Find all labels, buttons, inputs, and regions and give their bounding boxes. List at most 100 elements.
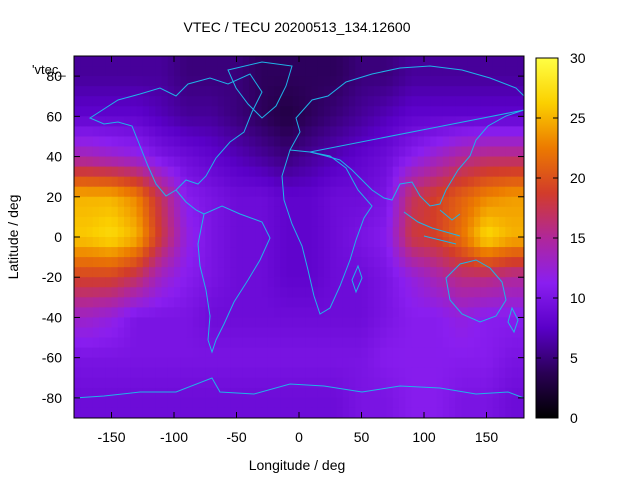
heatmap-cell bbox=[449, 267, 456, 278]
heatmap-cell bbox=[386, 337, 394, 349]
heatmap-cell bbox=[174, 216, 181, 228]
heatmap-cell bbox=[455, 96, 463, 107]
heatmap-cell bbox=[174, 317, 181, 329]
heatmap-cell bbox=[242, 166, 250, 178]
heatmap-cell bbox=[117, 237, 125, 248]
heatmap-cell bbox=[249, 156, 256, 168]
heatmap-cell bbox=[174, 56, 181, 67]
heatmap-cell bbox=[305, 407, 313, 418]
heatmap-cell bbox=[192, 247, 200, 258]
heatmap-cell bbox=[92, 86, 100, 97]
heatmap-cell bbox=[324, 347, 331, 359]
coastline-africa bbox=[281, 149, 373, 315]
heatmap-cell bbox=[105, 166, 113, 178]
heatmap-cell bbox=[86, 146, 94, 158]
heatmap-cell bbox=[336, 116, 344, 127]
heatmap-cell bbox=[80, 257, 88, 268]
heatmap-cell bbox=[224, 216, 231, 228]
heatmap-cell bbox=[367, 377, 375, 389]
heatmap-cell bbox=[355, 146, 363, 158]
heatmap-cell bbox=[99, 136, 106, 148]
heatmap-cell bbox=[180, 357, 188, 369]
heatmap-cell bbox=[474, 237, 481, 248]
heatmap-cell bbox=[399, 317, 406, 329]
heatmap-cell bbox=[499, 367, 506, 379]
heatmap-cell bbox=[367, 237, 375, 248]
heatmap-cell bbox=[367, 76, 375, 87]
heatmap-cell bbox=[442, 156, 450, 168]
heatmap-cell bbox=[405, 337, 413, 349]
heatmap-cell bbox=[311, 347, 319, 359]
y-tick-label: 40 bbox=[46, 149, 62, 165]
heatmap-cell bbox=[274, 317, 281, 329]
heatmap-cell bbox=[380, 186, 388, 198]
heatmap-cell bbox=[411, 267, 419, 278]
heatmap-cell bbox=[355, 337, 363, 349]
heatmap-cell bbox=[330, 116, 338, 127]
coastline-overlay bbox=[74, 61, 524, 418]
heatmap-cell bbox=[330, 407, 338, 418]
heatmap-cell bbox=[317, 56, 325, 67]
heatmap-cell bbox=[105, 287, 113, 298]
heatmap-cell bbox=[267, 237, 275, 248]
heatmap-cell bbox=[130, 407, 138, 418]
heatmap-cell bbox=[280, 56, 288, 67]
heatmap-cell bbox=[442, 56, 450, 67]
heatmap-cell bbox=[480, 176, 488, 188]
heatmap-cell bbox=[449, 307, 456, 319]
heatmap-cell bbox=[442, 287, 450, 298]
heatmap-cell bbox=[355, 76, 363, 87]
heatmap-cell bbox=[392, 247, 400, 258]
heatmap-cell bbox=[499, 56, 506, 67]
heatmap-cell bbox=[161, 146, 169, 158]
heatmap-cell bbox=[305, 186, 313, 198]
heatmap-cell bbox=[511, 166, 519, 178]
heatmap-cell bbox=[361, 176, 369, 188]
heatmap-cell bbox=[124, 196, 131, 208]
heatmap-cell bbox=[117, 196, 125, 208]
heatmap-cell bbox=[236, 237, 244, 248]
heatmap-cell bbox=[405, 377, 413, 389]
heatmap-cell bbox=[111, 216, 119, 228]
heatmap-cell bbox=[367, 186, 375, 198]
heatmap-cell bbox=[274, 307, 281, 319]
heatmap-cell bbox=[411, 407, 419, 418]
heatmap-cell bbox=[205, 347, 213, 359]
heatmap-cell bbox=[374, 357, 381, 369]
heatmap-cell bbox=[161, 297, 169, 308]
heatmap-cell bbox=[467, 327, 475, 339]
heatmap-cell bbox=[355, 237, 363, 248]
heatmap-cell bbox=[342, 237, 350, 248]
heatmap-cell bbox=[317, 156, 325, 168]
heatmap-cell bbox=[461, 196, 469, 208]
heatmap-cell bbox=[467, 307, 475, 319]
heatmap-cell bbox=[280, 357, 288, 369]
heatmap-cell bbox=[292, 317, 300, 329]
heatmap-cell bbox=[311, 196, 319, 208]
heatmap-cell bbox=[417, 387, 425, 399]
heatmap-cell bbox=[442, 186, 450, 198]
heatmap-cell bbox=[161, 347, 169, 359]
heatmap-cell bbox=[280, 66, 288, 77]
heatmap-cell bbox=[324, 387, 331, 399]
heatmap-cell bbox=[330, 186, 338, 198]
heatmap-cell bbox=[455, 86, 463, 97]
heatmap-cell bbox=[236, 156, 244, 168]
heatmap-cell bbox=[130, 166, 138, 178]
heatmap-cell bbox=[111, 337, 119, 349]
heatmap-cell bbox=[217, 397, 225, 409]
heatmap-cell bbox=[386, 226, 394, 238]
heatmap-cell bbox=[317, 166, 325, 178]
heatmap-cell bbox=[286, 56, 294, 67]
heatmap-cell bbox=[292, 367, 300, 379]
heatmap-cell bbox=[136, 176, 144, 188]
heatmap-cell bbox=[180, 377, 188, 389]
heatmap-cell bbox=[430, 387, 438, 399]
colorbar-tick-label: 0 bbox=[570, 410, 578, 426]
heatmap-cell bbox=[392, 116, 400, 127]
heatmap-cell bbox=[205, 226, 213, 238]
heatmap-cell bbox=[505, 307, 513, 319]
heatmap-cell bbox=[274, 146, 281, 158]
heatmap-cell bbox=[380, 257, 388, 268]
heatmap-cell bbox=[380, 106, 388, 117]
